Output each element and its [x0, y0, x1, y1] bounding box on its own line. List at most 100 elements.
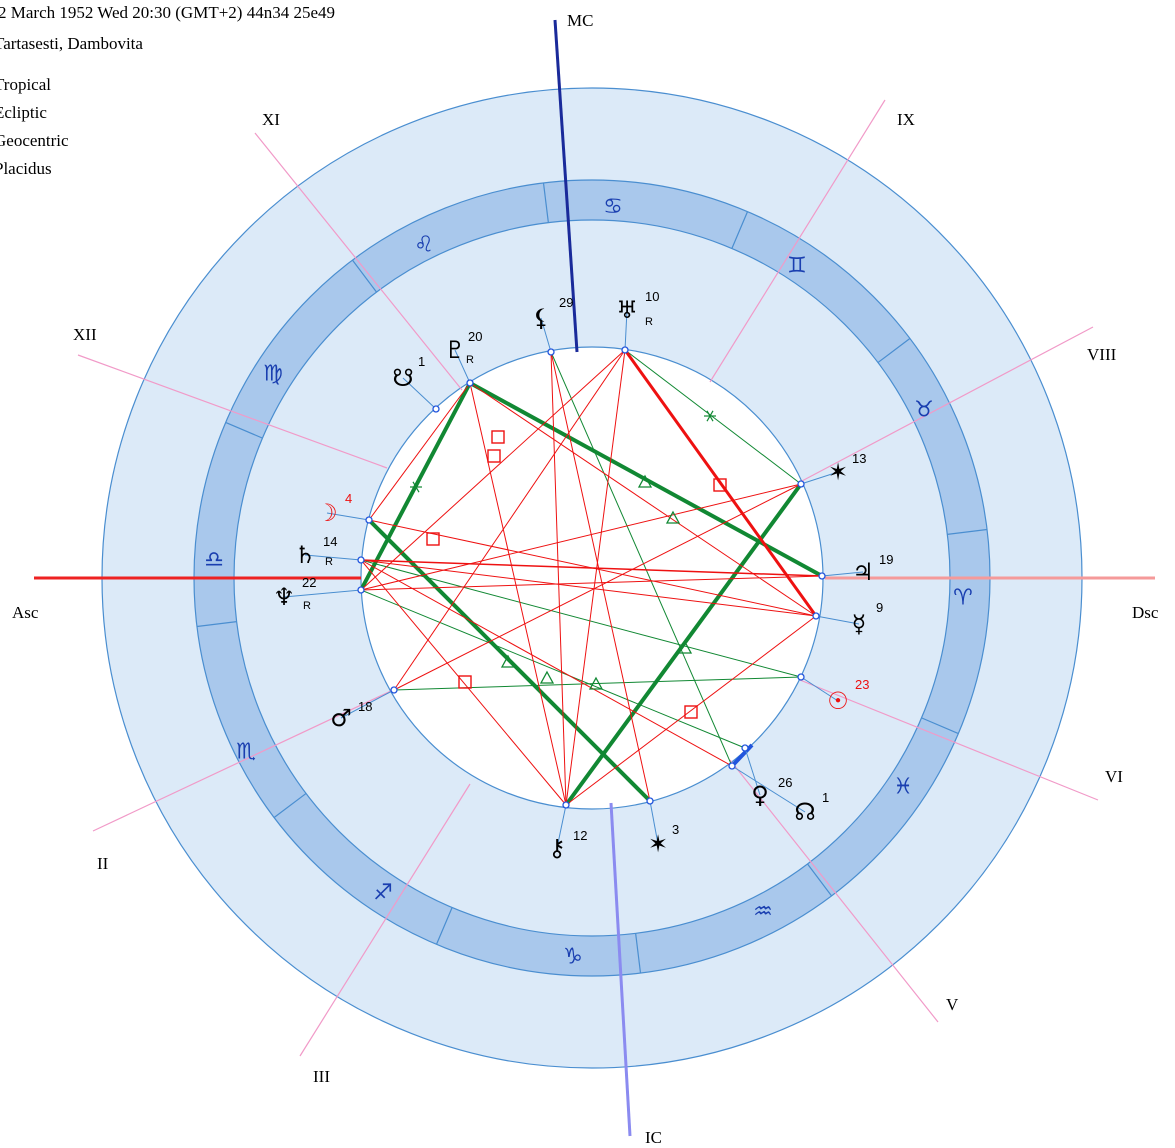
pluto-position-dot: [466, 379, 474, 387]
south-node-leader-line: [402, 377, 437, 410]
scorpio-sign-icon: ♏: [236, 740, 256, 765]
jupiter-icon: ♃: [852, 558, 874, 586]
lilith-leader-line: [540, 317, 552, 353]
sign-divider: [196, 621, 237, 628]
sign-divider: [273, 792, 307, 819]
north-node-leader-line: [731, 765, 806, 813]
saturn-degree: 14: [323, 534, 337, 549]
angle-axes: [34, 19, 1155, 1137]
aspect-line-moon-mercury: [368, 519, 817, 617]
aspect-line-pluto-mercury: [469, 382, 817, 617]
sun-degree: 23: [855, 677, 869, 692]
mars-position-dot: [390, 686, 398, 694]
aspect-line-pluto-chiron: [469, 382, 567, 806]
house-cusp-line: [254, 132, 463, 391]
mercury-position-dot: [812, 612, 820, 620]
aspect-line-mars-vertex: [393, 483, 802, 691]
aspect-square-marker: [713, 478, 727, 492]
mars-icon: ♂: [330, 704, 352, 732]
jupiter-leader-line: [821, 571, 864, 577]
chiron-icon: ⚷: [548, 834, 566, 862]
moon-position-dot: [365, 516, 373, 524]
aspect-trine-marker: [665, 510, 681, 524]
chart-info-location: Tartasesti, Dambovita: [0, 34, 143, 53]
chiron-position-dot: [562, 801, 570, 809]
vertex-icon: ✶: [828, 458, 848, 486]
capricorn-sign-icon: ♑: [563, 945, 583, 970]
aspect-trine-marker: [539, 670, 555, 684]
aspect-trine-marker: [677, 640, 693, 654]
uranus-retrograde-mark: R: [645, 316, 653, 328]
sign-divider: [731, 211, 749, 249]
house-cusp-line: [799, 326, 1094, 483]
vertex-degree: 13: [852, 451, 866, 466]
chart-rings: [101, 87, 1083, 1069]
mercury-degree: 9: [876, 600, 883, 615]
aspect-square-marker: [426, 532, 440, 546]
aspect-square-marker: [458, 675, 472, 689]
virgo-sign-icon: ♍: [263, 362, 283, 387]
node-axis-marker: [731, 743, 754, 767]
gemini-sign-icon: ♊: [787, 254, 807, 279]
aspect-line-uranus-neptune: [360, 349, 626, 591]
uranus-position-dot: [621, 346, 629, 354]
vertex-position-dot: [797, 480, 805, 488]
north-node-position-dot: [728, 762, 736, 770]
mars-leader-line: [340, 689, 395, 719]
midheaven-axis: [553, 19, 579, 353]
aspect-line-saturn-nnode: [360, 559, 733, 767]
venus-position-dot: [741, 744, 749, 752]
sign-divider: [947, 528, 988, 535]
chart-option-coordinates: Ecliptic: [0, 103, 47, 122]
aspect-line-uranus-chiron: [565, 349, 626, 806]
house-label-viii: VIII: [1087, 345, 1117, 364]
house-cusp-line: [799, 679, 1099, 801]
pisces-sign-icon: ♓: [893, 775, 913, 800]
aries-sign-icon: ♈: [953, 586, 973, 611]
ascendant-label: Asc: [12, 603, 39, 622]
aspect-line-mercury-chiron: [565, 615, 817, 806]
uranus-icon: ♅: [616, 296, 638, 324]
sun-icon: ☉: [827, 687, 849, 715]
sun-leader-line: [800, 676, 839, 702]
moon-degree: 4: [345, 491, 352, 506]
aspect-line-neptune-venus: [360, 589, 746, 749]
zodiac-sign-glyphs: ♋ ♊ ♉ ♈ ♓ ♒ ♑ ♐ ♏ ♎ ♍ ♌: [204, 195, 973, 970]
cancer-sign-icon: ♋: [603, 195, 623, 220]
jupiter-degree: 19: [879, 552, 893, 567]
house-label-ix: IX: [897, 110, 915, 129]
aspect-square-marker: [684, 705, 698, 719]
aspect-line-uranus-vertex: [624, 349, 802, 485]
uranus-degree: 10: [645, 289, 659, 304]
aspect-sextile-marker: [704, 410, 716, 422]
neptune-leader-line: [283, 589, 362, 598]
chart-option-zodiac: Tropical: [0, 75, 51, 94]
aspect-line-saturn-chiron: [360, 559, 567, 806]
aspect-line-neptune-vertex: [360, 483, 802, 591]
aspect-line-lilith-pof: [550, 351, 651, 802]
planet-glyphs: ⚸29 ♅ 10R♇ 20R☋1✶ 13☽4♄ 14R♆22R♃ 19☿9☉23♂ 18♀ 26…: [273, 289, 893, 862]
south-node-degree: 1: [418, 354, 425, 369]
neptune-retrograde-mark: R: [303, 600, 311, 612]
ic-label: IC: [645, 1128, 662, 1147]
saturn-leader-line: [304, 554, 362, 561]
aspect-sextile-marker: [410, 481, 422, 493]
aspect-trine-marker: [500, 654, 516, 668]
lilith-position-dot: [547, 348, 555, 356]
imum-coeli-axis: [609, 802, 632, 1137]
mc-label: MC: [567, 11, 593, 30]
house-cusp-line: [729, 759, 939, 1023]
house-label-iii: III: [313, 1067, 330, 1086]
north-node-degree: 1: [822, 790, 829, 805]
house-label-vi: VI: [1105, 767, 1123, 786]
south-node-icon: ☋: [392, 364, 413, 392]
house-cusp-line: [77, 354, 388, 469]
neptune-degree: 22: [302, 575, 316, 590]
lilith-icon: ⚸: [532, 304, 550, 332]
chiron-leader-line: [556, 804, 567, 849]
saturn-retrograde-mark: R: [325, 556, 333, 568]
sign-divider: [877, 337, 911, 364]
sign-divider: [225, 421, 263, 439]
sign-divider: [542, 182, 549, 223]
